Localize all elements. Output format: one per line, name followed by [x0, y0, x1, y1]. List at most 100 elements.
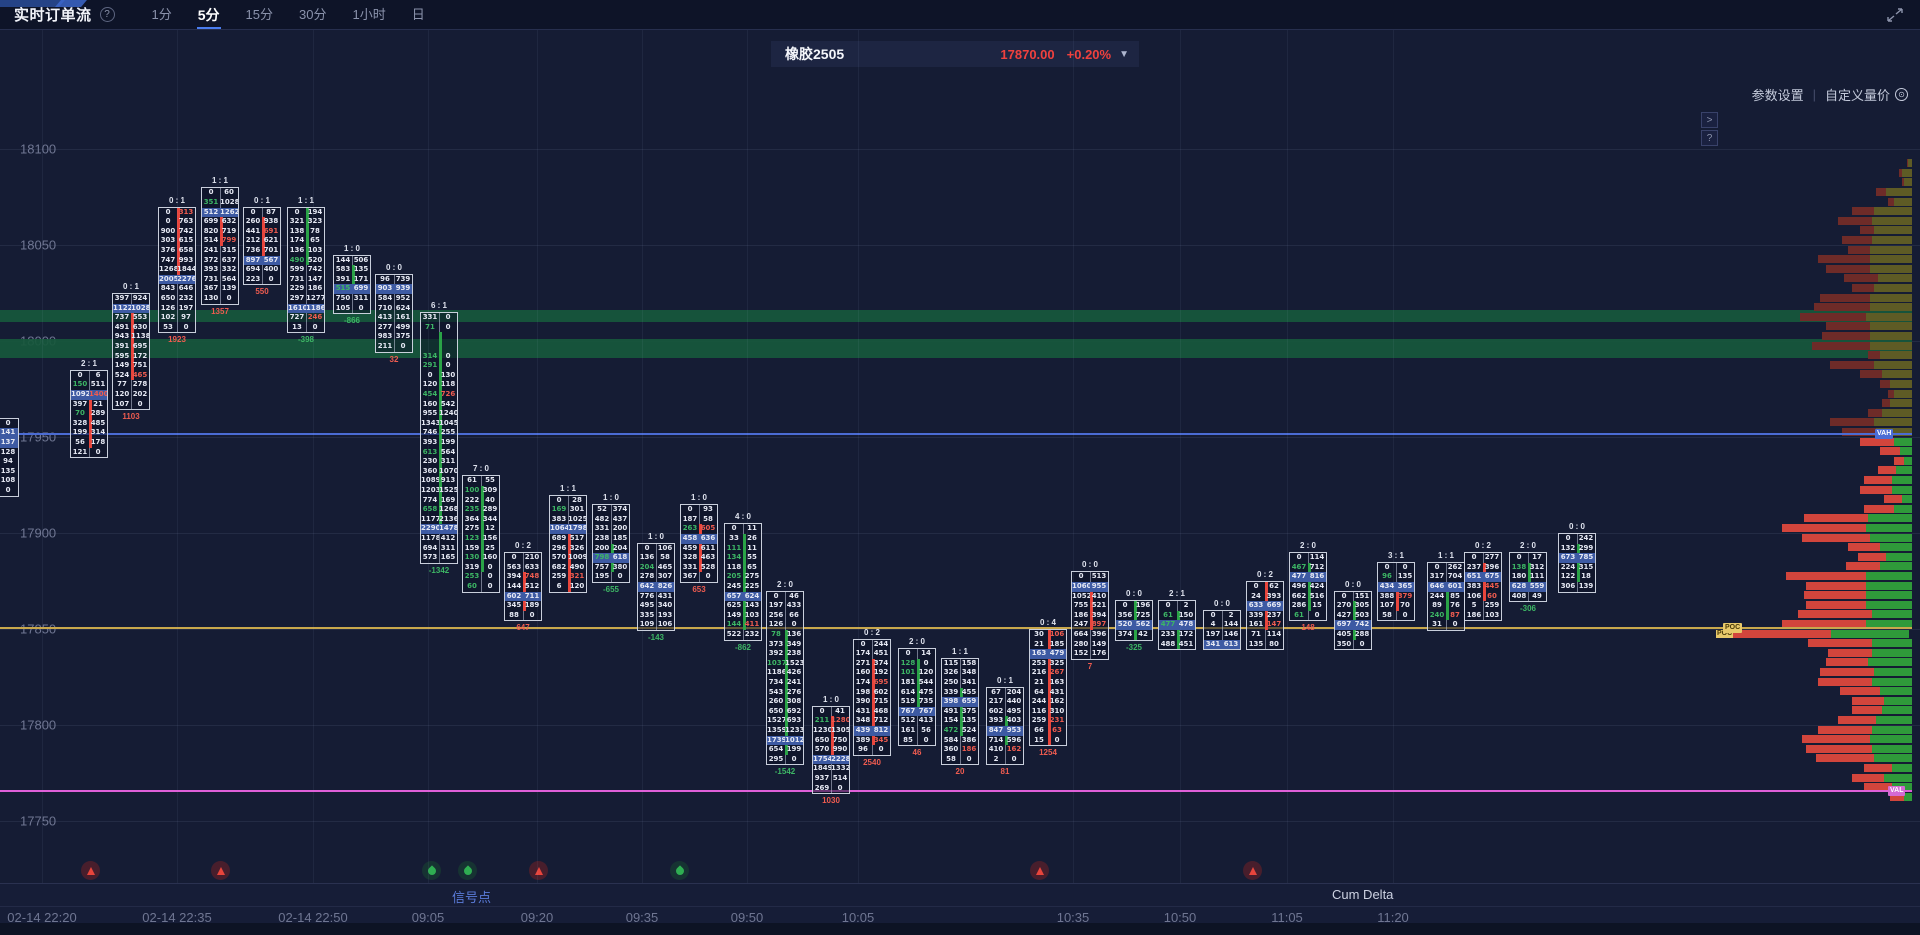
- tab-15min[interactable]: 15分: [245, 6, 274, 22]
- bid-volume: 238: [594, 533, 610, 542]
- buy-volume-bar: [1872, 216, 1912, 225]
- bid-volume: 397: [114, 294, 130, 302]
- collapse-icon[interactable]: [1886, 7, 1904, 23]
- footprint-row: 58 0: [1378, 611, 1414, 621]
- ask-volume: 495: [1006, 706, 1022, 715]
- tab-1hour[interactable]: 1小时: [352, 6, 386, 22]
- bid-volume: 394: [506, 572, 522, 581]
- signal-marker-green[interactable]: [422, 861, 441, 880]
- footprint-row: 244 162: [1030, 697, 1066, 707]
- cum-delta-label[interactable]: Cum Delta: [1332, 887, 1394, 902]
- gear-icon[interactable]: ⊙: [1895, 88, 1908, 101]
- sell-volume-bar: [1820, 667, 1874, 676]
- footprint-row: 278 307: [638, 572, 674, 582]
- footprint-candle: 0 313 0 763 900 742 303 615 376 658 747 993 1268 1844…: [158, 206, 196, 334]
- sell-volume-bar: [1902, 178, 1904, 187]
- footprint-row: 0 93: [681, 505, 717, 515]
- bid-volume: 595: [114, 351, 130, 360]
- volume-profile-row: [1830, 418, 1912, 427]
- bid-volume: 130: [464, 553, 480, 562]
- candle-ratio-header: 0 : 2: [1256, 570, 1273, 579]
- footprint-candle: 0 17 138 312 180 111 628 559 408 49: [1509, 552, 1547, 603]
- ask-volume: 1280: [831, 716, 849, 725]
- volume-profile-row: [1802, 533, 1912, 542]
- signal-marker-red[interactable]: [81, 861, 100, 880]
- footprint-row: 100 309: [463, 486, 499, 496]
- signal-marker-red[interactable]: [1243, 861, 1262, 880]
- bid-volume: 0: [1565, 534, 1571, 542]
- bid-volume: 388: [1379, 591, 1395, 600]
- footprint-row: 223 0: [244, 275, 280, 285]
- candle-body-bar: [1047, 630, 1051, 746]
- footprint-candle: 0 244 174 451 271 374 160 192 174 695 198 602 390 715…: [853, 638, 891, 756]
- footprint-row: 30 106: [1030, 630, 1066, 640]
- page-title: 实时订单流: [14, 7, 92, 24]
- volume-profile-row: [1782, 619, 1912, 628]
- signal-points-label[interactable]: 信号点: [452, 890, 492, 905]
- ask-volume: 711: [524, 591, 540, 600]
- footprint-row: 1203 1525: [421, 486, 457, 496]
- volume-profile-row: POC: [1716, 629, 1910, 638]
- candle-divider: [1222, 610, 1223, 650]
- ask-volume: 237: [1266, 610, 1282, 619]
- signal-marker-green[interactable]: [458, 861, 477, 880]
- bid-volume: 0: [1122, 601, 1128, 610]
- bid-volume: 512: [203, 207, 219, 216]
- ask-volume: 139: [221, 284, 237, 293]
- footprint-row: 341 613: [1204, 639, 1240, 650]
- bid-volume: 96: [380, 274, 390, 283]
- tab-1min[interactable]: 1分: [151, 6, 172, 22]
- signal-marker-green[interactable]: [670, 861, 689, 880]
- bid-volume: 319: [464, 562, 480, 571]
- ask-volume: 2136: [439, 514, 457, 523]
- bid-volume: 459: [682, 543, 698, 552]
- footprint-row: 983 375: [376, 332, 412, 342]
- ask-volume: 701: [263, 245, 279, 254]
- candle-delta-footer: 1030: [822, 796, 840, 806]
- ask-volume: 1186: [306, 303, 324, 312]
- help-icon[interactable]: ?: [99, 7, 115, 22]
- panel-help-button[interactable]: ?: [1701, 130, 1718, 146]
- candle-delta-footer: 550: [255, 287, 269, 297]
- bid-volume: 1178: [421, 533, 439, 542]
- settings-button[interactable]: 参数设置: [1751, 88, 1804, 103]
- sell-volume-bar: [1876, 187, 1886, 196]
- bid-volume: 259: [1031, 716, 1047, 725]
- custom-volume-price-button[interactable]: 自定义量价: [1824, 88, 1890, 103]
- footprint-row: 467 712: [1290, 563, 1326, 573]
- signal-marker-red[interactable]: [1030, 861, 1049, 880]
- footprint-row: 490 520: [288, 256, 324, 266]
- ask-volume: 307: [657, 572, 673, 581]
- bid-volume: 247: [1073, 620, 1089, 629]
- bid-volume: 85: [903, 735, 913, 744]
- signal-marker-red[interactable]: [529, 861, 548, 880]
- ask-volume: 816: [1309, 572, 1325, 581]
- ask-volume: 146: [1223, 629, 1239, 638]
- ask-volume: 1028: [131, 303, 149, 312]
- panel-collapse-button[interactable]: >: [1701, 112, 1718, 128]
- footprint-row: 1177 2136: [421, 515, 457, 525]
- footprint-row: 163 479: [1030, 649, 1066, 659]
- ask-volume: 955: [1091, 581, 1107, 590]
- symbol-selector[interactable]: 橡胶2505 17870.00 +0.20% ▼: [771, 41, 1139, 67]
- tab-day[interactable]: 日: [411, 6, 425, 22]
- x-axis-label: 10:35: [1056, 910, 1090, 925]
- bid-volume: 0: [427, 370, 433, 379]
- footprint-row: 1060 955: [1072, 581, 1108, 592]
- bid-volume: 0: [1253, 582, 1259, 590]
- candle-body-bar: [480, 485, 484, 573]
- ask-volume: 412: [440, 533, 456, 542]
- tab-30min[interactable]: 30分: [299, 6, 327, 22]
- ask-volume: 0: [1314, 610, 1320, 619]
- chart-area[interactable]: 1810018050180001795017900178501780017750…: [0, 30, 1920, 883]
- tab-5min[interactable]: 5分: [185, 0, 233, 30]
- bid-volume: 134: [726, 553, 742, 562]
- bid-volume: 314: [422, 351, 438, 360]
- footprint-row: 186 394: [1072, 611, 1108, 621]
- signal-marker-red[interactable]: [211, 861, 230, 880]
- sell-volume-bar: [1806, 600, 1866, 609]
- footprint-row: 135: [0, 467, 18, 477]
- bid-volume: 277: [377, 322, 393, 331]
- volume-profile-row: [1816, 754, 1912, 763]
